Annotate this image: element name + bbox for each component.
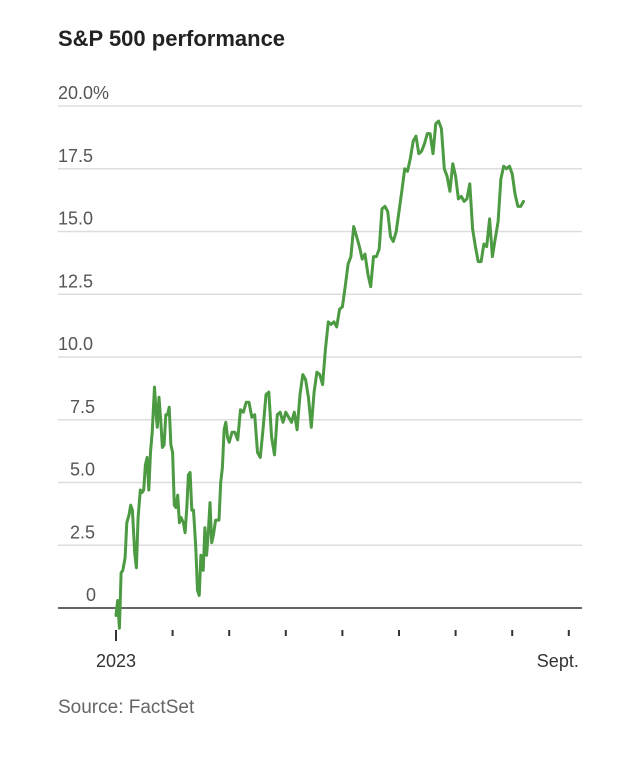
x-tick-label: 2023 <box>96 651 136 671</box>
x-axis: 2023 Sept. <box>58 607 582 671</box>
y-tick-label: 10.0 <box>58 334 93 354</box>
y-tick-label: 2.5 <box>70 522 95 542</box>
y-axis-tick-labels: 0 2.5 5.0 7.5 10.0 12.5 15.0 17.5 20.0% <box>58 83 109 605</box>
series-line <box>114 119 525 630</box>
series-layer <box>114 119 525 630</box>
y-tick-label: 5.0 <box>70 460 95 480</box>
y-tick-label: 20.0% <box>58 83 109 103</box>
x-tick-label: Sept. <box>537 651 579 671</box>
source-note: Source: FactSet <box>58 697 195 718</box>
y-tick-label: 17.5 <box>58 146 93 166</box>
chart-title: S&P 500 performance <box>58 26 286 51</box>
y-tick-label: 0 <box>86 585 96 605</box>
y-tick-label: 15.0 <box>58 209 93 229</box>
y-tick-label: 12.5 <box>58 271 93 291</box>
y-tick-label: 7.5 <box>70 397 95 417</box>
